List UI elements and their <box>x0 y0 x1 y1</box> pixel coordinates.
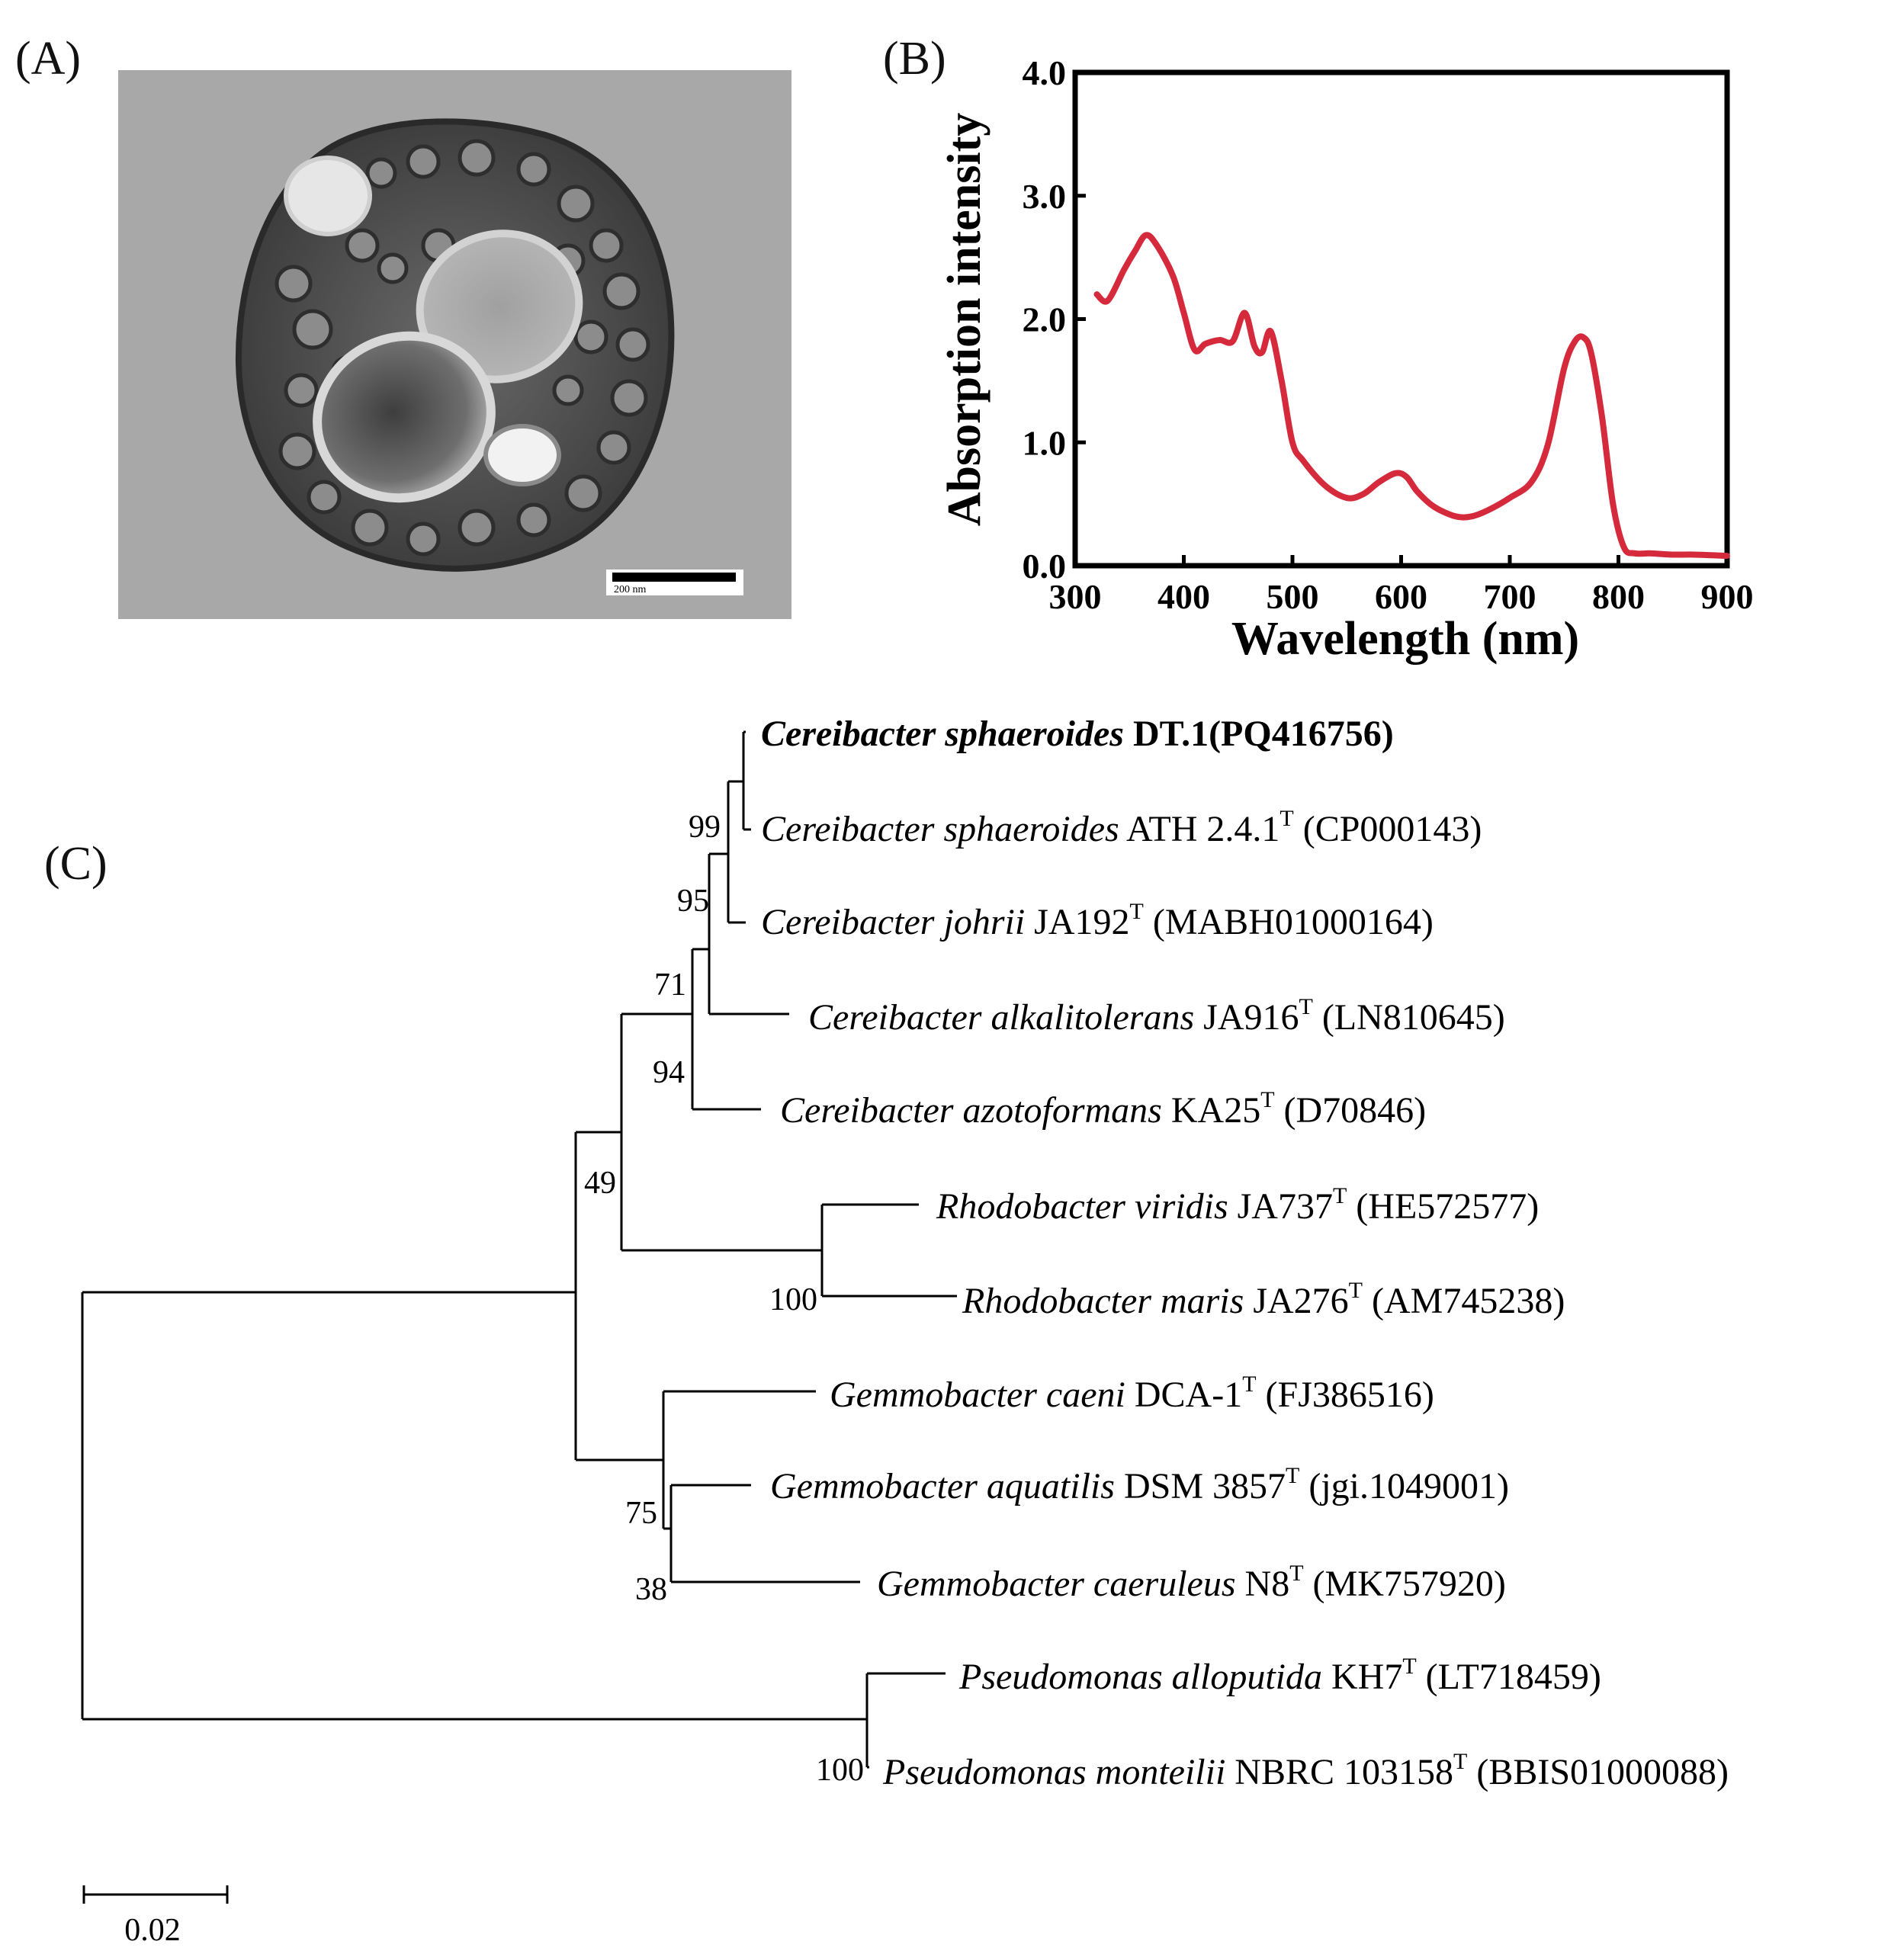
panel-label-b: (B) <box>883 33 946 85</box>
tem-micrograph: 200 nm <box>118 70 791 619</box>
bootstrap-value: 94 <box>653 1055 685 1090</box>
granule <box>275 265 313 303</box>
taxon-label-t1: Cereibacter sphaeroides DT.1(PQ416756) <box>761 714 1394 754</box>
x-tick-label: 400 <box>1157 577 1210 616</box>
taxon-label-t12: Pseudomonas monteilii NBRC 103158T (BBIS… <box>882 1749 1729 1792</box>
small-bright-vacuole <box>483 424 561 486</box>
granule <box>406 144 441 179</box>
absorption-series-line <box>1093 232 1730 560</box>
scale-bar: 0.02 <box>82 1885 229 1948</box>
bootstrap-value: 100 <box>816 1753 864 1788</box>
granule <box>458 509 496 547</box>
taxon-label-t3: Cereibacter johrii JA192T (MABH01000164) <box>761 899 1434 942</box>
granule <box>458 139 496 177</box>
granule <box>516 502 551 537</box>
granule <box>284 373 319 408</box>
granule <box>292 309 333 350</box>
granule <box>610 379 648 417</box>
panel-label-c: (C) <box>44 838 108 890</box>
bootstrap-value: 38 <box>635 1572 667 1607</box>
bootstrap-value: 49 <box>584 1166 616 1201</box>
y-tick-label: 2.0 <box>1023 300 1067 339</box>
taxon-label-t10: Gemmobacter caeruleus N8T (MK757920) <box>877 1561 1506 1604</box>
taxon-label-t7: Rhodobacter maris JA276T (AM745238) <box>962 1278 1565 1321</box>
granule <box>552 374 584 406</box>
taxon-label-t8: Gemmobacter caeni DCA-1T (FJ386516) <box>830 1372 1434 1415</box>
granule <box>573 319 608 355</box>
taxon-label-t11: Pseudomonas alloputida KH7T (LT718459) <box>958 1654 1601 1697</box>
taxon-label-t2: Cereibacter sphaeroides ATH 2.4.1T (CP00… <box>761 806 1482 849</box>
y-tick-label: 0.0 <box>1023 547 1067 586</box>
granule <box>345 228 380 263</box>
granule <box>615 327 650 362</box>
x-tick-label: 900 <box>1701 577 1754 616</box>
granule <box>307 480 342 515</box>
x-axis-label: Wavelength (nm) <box>1231 613 1579 665</box>
bootstrap-value: 95 <box>677 884 709 919</box>
y-tick-label: 3.0 <box>1023 177 1067 216</box>
granule <box>351 509 389 547</box>
taxon-label-t6: Rhodobacter viridis JA737T (HE572577) <box>936 1183 1539 1227</box>
taxon-label-t5: Cereibacter azotoformans KA25T (D70846) <box>780 1087 1426 1131</box>
absorption-chart: 300 400 500 600 700 800 900 0.0 1.0 2.0 3.0 4.0 Wa… <box>939 53 1754 665</box>
top-left-vacuole <box>284 156 372 236</box>
x-tick-label: 500 <box>1267 577 1319 616</box>
granule <box>602 272 641 310</box>
x-tick-label: 700 <box>1484 577 1536 616</box>
granule <box>365 157 397 189</box>
y-tick-label: 4.0 <box>1023 53 1067 92</box>
granule <box>278 432 316 470</box>
bootstrap-value: 100 <box>769 1282 817 1317</box>
scale-bar-label: 0.02 <box>124 1913 181 1948</box>
granule <box>589 228 624 263</box>
granule <box>516 152 551 187</box>
granule <box>564 474 602 512</box>
granule <box>596 430 631 465</box>
granule <box>406 521 441 557</box>
scale-bar-line <box>612 573 736 582</box>
panel-label-a: (A) <box>15 33 82 85</box>
taxon-label-t4: Cereibacter alkalitolerans JA916T (LN810… <box>808 994 1505 1038</box>
bootstrap-value: 71 <box>654 967 686 1003</box>
granule <box>557 184 595 223</box>
x-tick-label: 800 <box>1592 577 1645 616</box>
bootstrap-value: 75 <box>625 1496 657 1531</box>
large-dark-vacuole <box>313 331 496 503</box>
bootstrap-value: 99 <box>689 810 721 845</box>
upper-vacuole <box>416 229 583 383</box>
x-tick-label: 600 <box>1375 577 1427 616</box>
taxon-label-t9: Gemmobacter aquatilis DSM 3857T (jgi.104… <box>770 1463 1509 1506</box>
granule <box>377 252 409 284</box>
y-axis-label: Absorption intensity <box>939 113 991 527</box>
x-tick-label: 300 <box>1049 577 1102 616</box>
scale-bar-label: 200 nm <box>614 584 647 595</box>
y-tick-label: 1.0 <box>1023 423 1067 462</box>
